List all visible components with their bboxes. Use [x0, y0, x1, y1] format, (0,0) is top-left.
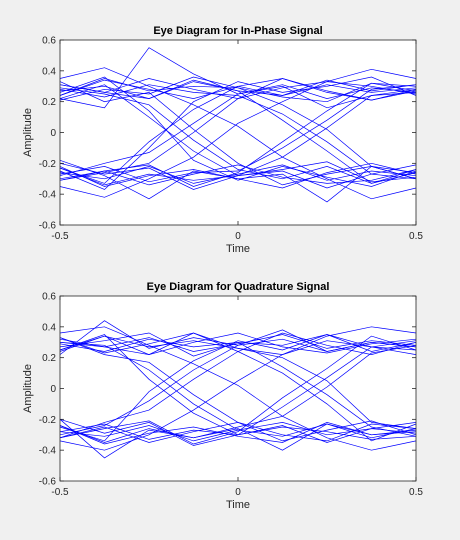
tick-group: -0.5 0 0.5 -0.6 -0.4 -0.2 0 0.2 0.4 0.6 [39, 36, 424, 243]
y-tick-label: 0.6 [42, 292, 56, 303]
eye-trace-22 [59, 82, 417, 187]
y-tick-label: -0.2 [39, 415, 57, 426]
eye-trace-17 [59, 332, 417, 442]
eye-trace-21 [59, 326, 417, 451]
eye-trace-18 [59, 78, 417, 173]
eye-trace-24 [59, 68, 417, 198]
y-tick-label: -0.4 [39, 190, 57, 201]
eye-trace-6 [59, 422, 417, 445]
x-tick-label: 0 [235, 231, 241, 242]
eye-trace-15 [59, 78, 417, 181]
y-tick-label: 0.4 [42, 66, 56, 77]
y-tick-label: 0 [50, 128, 56, 139]
y-tick-label: 0.4 [42, 322, 56, 333]
x-axis-label: Time [226, 243, 250, 255]
trace-group [59, 47, 417, 203]
in-phase-eye-diagram: Eye Diagram for In-Phase Signal -0.5 0 0.5… [22, 25, 423, 255]
y-tick-label: -0.6 [39, 221, 57, 232]
chart-title: Eye Diagram for Quadrature Signal [147, 281, 330, 293]
x-tick-label: 0.5 [409, 231, 423, 242]
eye-trace-15 [59, 338, 417, 437]
x-axis-label: Time [226, 499, 250, 511]
eye-trace-21 [59, 92, 417, 186]
y-tick-label: 0 [50, 384, 56, 395]
y-axis-label: Amplitude [22, 108, 34, 157]
y-tick-label: -0.6 [39, 477, 57, 488]
y-tick-label: -0.4 [39, 446, 57, 457]
y-tick-label: -0.2 [39, 159, 57, 170]
eye-trace-26 [59, 159, 417, 203]
eye-trace-20 [59, 335, 417, 445]
eye-trace-17 [59, 84, 417, 180]
x-tick-label: 0.5 [409, 487, 423, 498]
eye-trace-18 [59, 340, 417, 440]
x-tick-label: -0.5 [51, 231, 69, 242]
eye-trace-23 [59, 320, 417, 355]
plot-area [60, 296, 416, 481]
eye-trace-22 [59, 326, 417, 451]
y-tick-label: 0.2 [42, 97, 56, 108]
x-tick-label: -0.5 [51, 487, 69, 498]
eye-trace-16 [59, 76, 417, 190]
x-tick-label: 0 [235, 487, 241, 498]
trace-group [59, 320, 417, 459]
tick-group: -0.5 0 0.5 -0.6 -0.4 -0.2 0 0.2 0.4 0.6 [39, 292, 424, 499]
y-tick-label: 0.2 [42, 353, 56, 364]
eye-trace-5 [59, 164, 417, 184]
quadrature-eye-diagram: Eye Diagram for Quadrature Signal -0.5 0 0… [22, 281, 423, 511]
eye-trace-23 [59, 67, 417, 200]
eye-trace-9 [59, 87, 417, 184]
eye-trace-1 [59, 334, 417, 352]
y-axis-label: Amplitude [22, 364, 34, 413]
y-tick-label: 0.6 [42, 36, 56, 47]
eye-trace-11 [59, 81, 417, 186]
eye-trace-19 [59, 79, 417, 184]
chart-title: Eye Diagram for In-Phase Signal [153, 25, 322, 37]
plot-area [60, 40, 416, 225]
eye-trace-11 [59, 337, 417, 442]
eye-trace-16 [59, 335, 417, 429]
eye-trace-25 [59, 47, 417, 109]
eye-trace-24 [59, 419, 417, 459]
eye-trace-19 [59, 344, 417, 443]
eye-trace-13 [59, 334, 417, 442]
